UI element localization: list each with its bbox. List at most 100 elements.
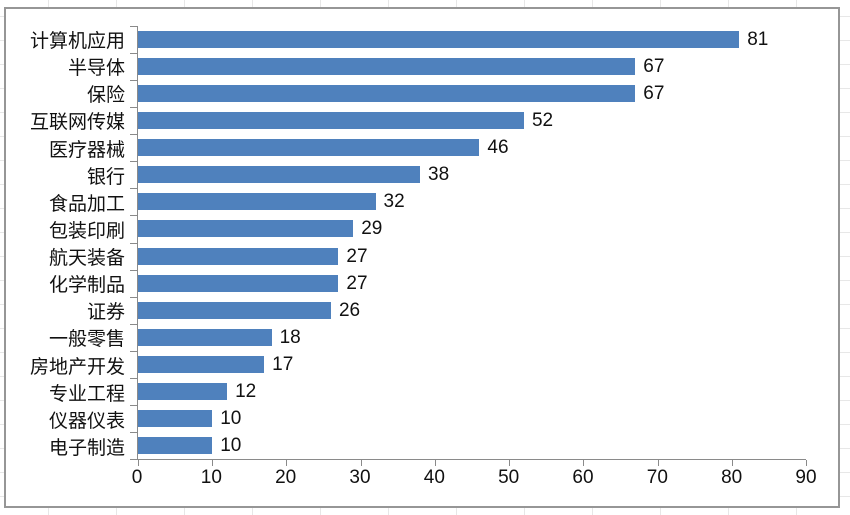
category-label: 化学制品: [48, 275, 125, 297]
category-axis-tick: [130, 215, 137, 217]
bar-row: 27: [138, 243, 806, 270]
bar-row: 12: [138, 378, 806, 405]
x-tick-label: 20: [275, 467, 297, 488]
category-axis-tick: [130, 350, 137, 352]
category-label: 包装印刷: [48, 220, 125, 242]
x-tick-label: 80: [721, 467, 743, 488]
bar-row: 27: [138, 270, 806, 297]
bar[interactable]: [138, 85, 636, 103]
bar[interactable]: [138, 220, 354, 238]
bar-row: 52: [138, 107, 806, 134]
bar-chart[interactable]: 计算机应用半导体保险互联网传媒医疗器械银行食品加工包装印刷航天装备化学制品证券一…: [4, 7, 840, 508]
bar-row: 38: [138, 161, 806, 188]
x-axis-tick: [286, 460, 288, 466]
value-label: 17: [272, 353, 294, 375]
category-axis-tick: [130, 296, 137, 298]
value-label: 26: [338, 299, 361, 321]
x-axis-tick: [138, 460, 139, 466]
value-label: 81: [747, 29, 769, 51]
value-label: 32: [383, 191, 405, 213]
value-label: 29: [361, 218, 383, 240]
bar[interactable]: [138, 274, 339, 292]
x-axis-tick: [434, 460, 436, 466]
x-tick-label: 40: [423, 467, 445, 488]
category-label: 食品加工: [48, 193, 125, 215]
category-label: 医疗器械: [48, 139, 125, 161]
value-label: 10: [220, 407, 242, 429]
bar[interactable]: [138, 31, 740, 49]
category-axis-tick: [130, 242, 137, 244]
bar-row: 10: [138, 405, 806, 432]
plot-area: 81 67 67 52 46 38 32 29 27 27 26 18 17 12 10 10: [130, 26, 807, 466]
bar-row: 32: [138, 188, 806, 215]
bar[interactable]: [138, 166, 421, 184]
category-axis-tick: [130, 404, 137, 406]
value-label: 18: [279, 326, 301, 348]
bar-row: 67: [138, 80, 806, 107]
bar[interactable]: [138, 139, 480, 157]
bar-row: 17: [138, 351, 806, 378]
x-tick-label: 10: [200, 467, 222, 488]
bar-row: 67: [138, 53, 806, 80]
category-axis-tick: [130, 107, 137, 109]
category-axis-tick: [130, 377, 137, 379]
x-tick-label: 90: [795, 467, 817, 488]
value-label: 10: [220, 434, 242, 456]
bar-row: 18: [138, 324, 806, 351]
category-label: 航天装备: [48, 248, 125, 270]
x-axis-labels: 0 10 20 30 40 50 60 70 80 90: [132, 467, 817, 492]
value-label: 67: [643, 83, 665, 105]
category-axis-tick: [130, 323, 137, 325]
category-label: 电子制造: [48, 437, 125, 459]
x-tick-label: 50: [498, 467, 520, 488]
category-axis-tick: [130, 53, 137, 55]
value-label: 27: [346, 272, 368, 294]
category-label: 保险: [86, 85, 125, 107]
x-axis-tick: [212, 460, 214, 466]
bar[interactable]: [138, 193, 376, 211]
x-axis-tick: [731, 460, 733, 466]
category-label: 银行: [86, 166, 125, 188]
x-axis-tick: [509, 460, 511, 466]
x-tick-label: 60: [572, 467, 594, 488]
x-tick-label: 70: [646, 467, 668, 488]
value-label: 46: [487, 137, 509, 159]
x-tick-label: 30: [349, 467, 371, 488]
bar-row: 10: [138, 432, 806, 459]
category-axis-tick: [130, 26, 137, 27]
category-axis-tick: [130, 161, 137, 163]
bar-row: 81: [138, 26, 806, 53]
category-axis-tick: [130, 459, 137, 460]
bar-row: 26: [138, 297, 806, 324]
value-label: 12: [235, 380, 257, 402]
x-axis-tick: [806, 460, 807, 466]
bar[interactable]: [138, 112, 524, 130]
category-label: 互联网传媒: [29, 112, 125, 134]
bar-row: 29: [138, 215, 806, 242]
category-label: 证券: [86, 302, 125, 324]
bar[interactable]: [138, 355, 265, 373]
bar[interactable]: [138, 382, 228, 400]
bar[interactable]: [138, 409, 213, 427]
bar-row: 46: [138, 134, 806, 161]
bar[interactable]: [138, 301, 331, 319]
category-label: 房地产开发: [29, 356, 125, 378]
x-axis-tick: [657, 460, 659, 466]
category-axis-tick: [130, 431, 137, 433]
bar[interactable]: [138, 247, 339, 265]
category-axis-tick: [130, 269, 137, 271]
category-label: 计算机应用: [29, 31, 125, 53]
x-tick-label: 0: [131, 467, 143, 488]
category-label: 半导体: [67, 58, 125, 80]
category-axis-tick: [130, 188, 137, 190]
bar[interactable]: [138, 328, 272, 346]
bar[interactable]: [138, 436, 213, 454]
bar[interactable]: [138, 58, 636, 76]
category-label: 专业工程: [48, 383, 125, 405]
value-label: 67: [643, 56, 665, 78]
x-axis-tick: [583, 460, 585, 466]
value-label: 52: [531, 110, 554, 132]
category-axis-tick: [130, 134, 137, 136]
category-label: 一般零售: [48, 329, 125, 351]
